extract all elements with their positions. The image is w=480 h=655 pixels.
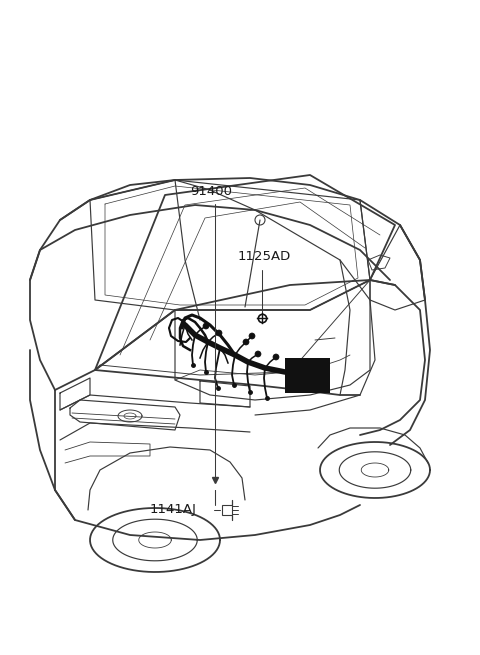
- Circle shape: [216, 330, 222, 336]
- Text: 91400: 91400: [190, 185, 232, 198]
- Text: 1141AJ: 1141AJ: [150, 504, 197, 517]
- Circle shape: [243, 339, 249, 345]
- Bar: [222, 505, 232, 515]
- Circle shape: [255, 351, 261, 357]
- Text: 1125AD: 1125AD: [238, 250, 291, 263]
- Bar: [285, 358, 330, 393]
- Circle shape: [273, 354, 279, 360]
- Circle shape: [249, 333, 255, 339]
- Circle shape: [203, 323, 209, 329]
